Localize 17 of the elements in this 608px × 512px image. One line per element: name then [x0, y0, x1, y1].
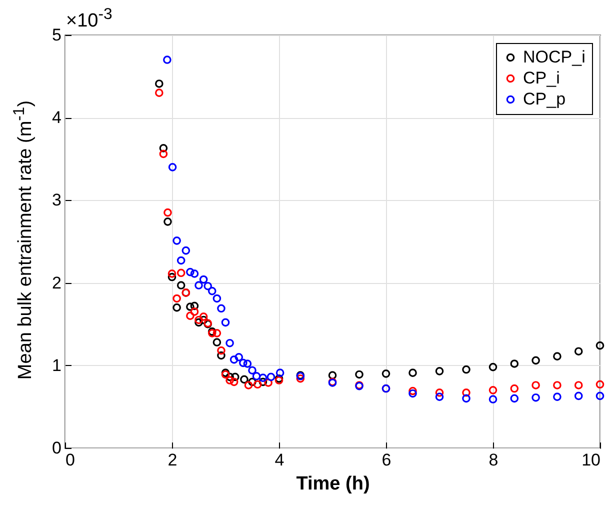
x-tick-label: 8 — [488, 450, 498, 470]
legend-label: NOCP_i — [523, 48, 586, 66]
x-tick-label: 4 — [274, 450, 284, 470]
y-tick-label: 0 — [52, 438, 62, 458]
y-tick-label: 5 — [52, 26, 62, 44]
x-axis-title: Time (h) — [296, 474, 370, 494]
y-tick-label: 3 — [52, 190, 62, 210]
text: ×10$^{-3}$ — [66, 6, 112, 32]
legend-label: CP_p — [523, 90, 566, 108]
x-tick-label: 2 — [168, 450, 178, 470]
y-tick-label: 2 — [52, 273, 62, 292]
x-tick-label: 6 — [382, 450, 392, 470]
y-tick-label: 4 — [52, 108, 62, 128]
x-tick-label: 10 — [582, 450, 600, 470]
legend-label: CP_i — [523, 68, 560, 88]
x-tick-label: 0 — [66, 450, 75, 470]
y-tick-label: 1 — [52, 356, 62, 375]
